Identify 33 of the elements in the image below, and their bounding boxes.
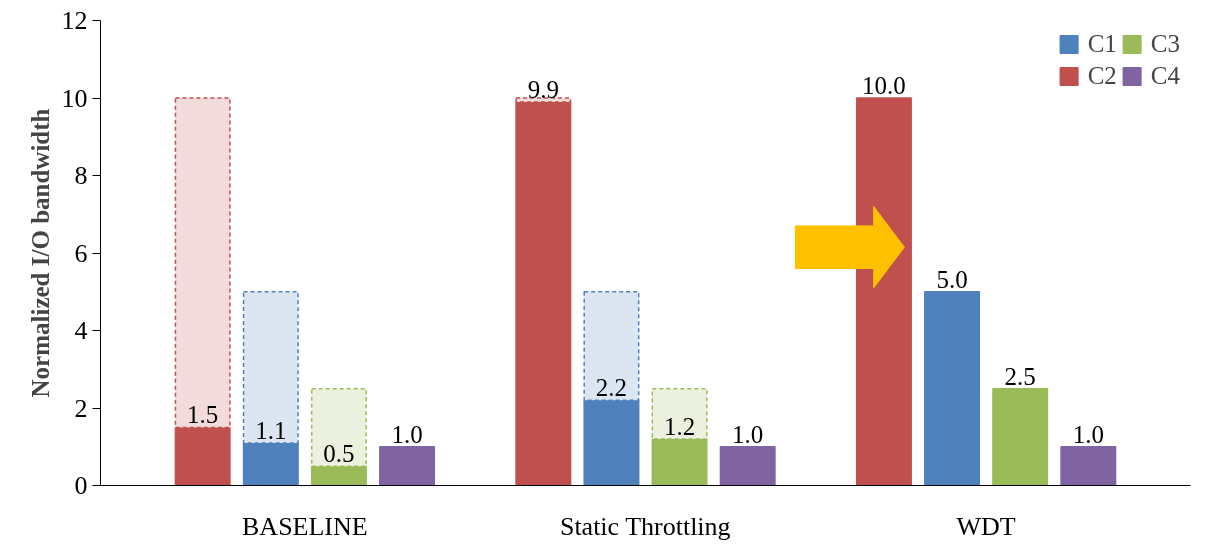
bar <box>992 387 1049 486</box>
data-label: 9.9 <box>527 75 559 103</box>
y-tick-label: 8 <box>74 161 88 190</box>
data-label: 10.0 <box>862 72 906 99</box>
y-axis-title: Normalized I/O bandwidth <box>26 108 54 398</box>
text: BASELINE <box>242 511 368 541</box>
legend-label: C1 <box>1087 30 1117 58</box>
data-label: 1.1 <box>255 416 287 444</box>
y-tick-label: 2 <box>74 393 88 423</box>
data-label: 2.2 <box>595 374 628 402</box>
y-tick-label: 6 <box>74 238 88 268</box>
data-label: 5.0 <box>936 265 968 293</box>
data-label: 1.0 <box>732 420 764 448</box>
data-label: 0.5 <box>323 440 355 468</box>
bar <box>719 446 776 486</box>
data-label: 1.0 <box>1072 420 1104 448</box>
data-label: 2.5 <box>1004 362 1036 390</box>
data-label: 1.0 <box>391 420 423 448</box>
bar <box>379 446 436 486</box>
legend-label: C3 <box>1150 30 1180 58</box>
y-tick-label: 12 <box>61 6 88 35</box>
y-tick-label: 4 <box>74 316 88 345</box>
bar <box>515 101 572 486</box>
data-label: 1.2 <box>663 413 696 440</box>
text: Static Throttling <box>559 511 731 541</box>
data-label: 1.5 <box>187 401 219 429</box>
bar <box>1060 446 1117 486</box>
y-tick-label: 0 <box>74 471 88 500</box>
legend-label: C4 <box>1150 62 1180 90</box>
bar <box>924 291 981 486</box>
y-tick-label: 10 <box>61 83 88 113</box>
text: WDT <box>956 511 1016 541</box>
legend-label: C2 <box>1087 62 1117 90</box>
